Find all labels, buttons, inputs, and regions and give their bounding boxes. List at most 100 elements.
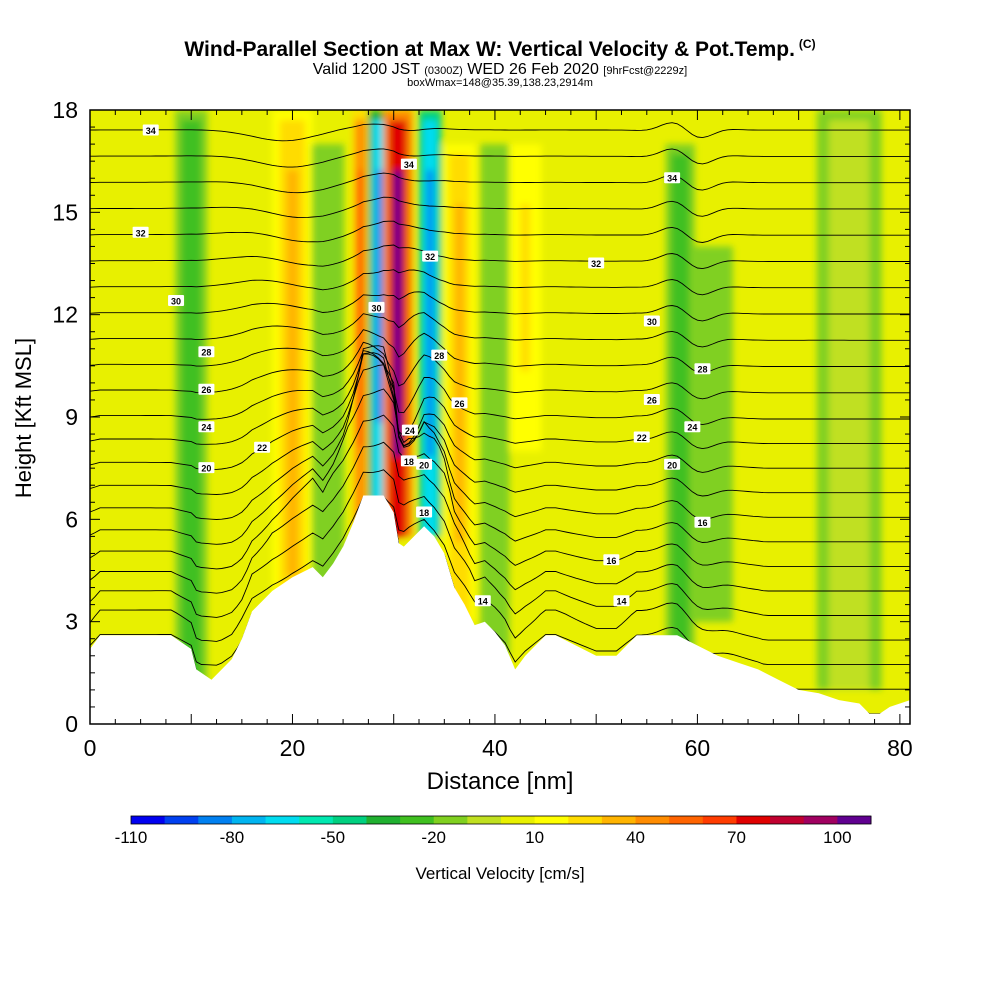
valid-utc: (0300Z) xyxy=(424,65,463,77)
contour-label: 22 xyxy=(254,441,271,453)
colorbar-swatch xyxy=(131,816,166,824)
y-tick-label: 0 xyxy=(65,711,78,737)
contour-label: 26 xyxy=(451,397,468,409)
contour-label: 20 xyxy=(416,458,433,470)
y-tick-label: 18 xyxy=(52,97,78,123)
theta-contour xyxy=(90,414,910,570)
contour-label: 14 xyxy=(613,595,630,607)
svg-text:16: 16 xyxy=(606,556,616,566)
contour-label: 26 xyxy=(198,383,215,395)
y-axis: 0 3 6 9 12 15 18 xyxy=(52,97,910,737)
theta-contour xyxy=(90,496,910,666)
colorbar-swatch xyxy=(702,816,737,824)
svg-text:30: 30 xyxy=(371,303,381,313)
y-tick-label: 12 xyxy=(52,302,78,328)
w-feature-core xyxy=(426,170,434,457)
vertical-velocity-field xyxy=(90,110,910,724)
contour-label: 28 xyxy=(198,346,215,358)
x-tick-label: 80 xyxy=(887,735,913,761)
svg-text:18: 18 xyxy=(404,457,414,467)
colorbar-swatch xyxy=(332,816,367,824)
colorbar-tick-label: 10 xyxy=(525,828,545,847)
svg-text:30: 30 xyxy=(647,317,657,327)
contour-label: 24 xyxy=(684,421,701,433)
svg-text:26: 26 xyxy=(454,399,464,409)
y-tick-label: 6 xyxy=(65,506,78,532)
colorbar-swatch xyxy=(366,816,401,824)
svg-text:20: 20 xyxy=(667,460,677,470)
theta-contour xyxy=(90,353,910,450)
svg-text:34: 34 xyxy=(404,160,414,170)
contour-label: 20 xyxy=(664,458,681,470)
contour-label: 32 xyxy=(132,226,149,238)
colorbar-swatch xyxy=(736,816,771,824)
x-axis: 0 20 40 60 80 xyxy=(84,110,913,761)
contour-label: 18 xyxy=(416,506,433,518)
svg-text:32: 32 xyxy=(591,259,601,269)
x-tick-label: 20 xyxy=(280,735,306,761)
colorbar-label: Vertical Velocity [cm/s] xyxy=(415,864,585,883)
svg-text:24: 24 xyxy=(405,426,415,436)
valid-date: WED 26 Feb 2020 xyxy=(467,61,599,78)
colorbar-swatch xyxy=(198,816,233,824)
svg-text:22: 22 xyxy=(637,433,647,443)
theta-contour xyxy=(90,291,910,322)
colorbar-swatch xyxy=(467,816,502,824)
contour-label: 24 xyxy=(198,421,215,433)
contour-label: 30 xyxy=(643,315,660,327)
contour-label: 30 xyxy=(168,295,185,307)
contour-label: 28 xyxy=(431,349,448,361)
contour-label: 32 xyxy=(422,250,439,262)
contour-label: 26 xyxy=(643,393,660,405)
theta-contour xyxy=(90,148,910,168)
theta-contour xyxy=(90,220,910,243)
svg-text:24: 24 xyxy=(201,423,211,433)
w-feature-core xyxy=(676,204,685,576)
colorbar-tick-label: -50 xyxy=(320,828,346,847)
contour-label: 34 xyxy=(400,158,417,170)
colorbar-tick-label: 100 xyxy=(823,828,852,847)
svg-text:26: 26 xyxy=(201,385,211,395)
svg-text:32: 32 xyxy=(425,252,435,262)
contour-labels: 34 34 34 32 32 32 30 30 30 28 28 28 26 26 26 24 24 24 22 22… xyxy=(132,124,711,607)
contour-label: 16 xyxy=(694,516,711,528)
w-feature-core xyxy=(186,170,196,610)
y-axis-label: Height [Kft MSL] xyxy=(11,337,36,499)
svg-text:20: 20 xyxy=(419,460,429,470)
svg-text:28: 28 xyxy=(697,365,707,375)
theta-contour xyxy=(90,364,910,520)
svg-text:16: 16 xyxy=(697,518,707,528)
valid-prefix: Valid 1200 JST xyxy=(312,61,420,78)
theta-contour xyxy=(90,350,910,426)
colorbar-swatch xyxy=(837,816,872,824)
w-feature-core xyxy=(393,170,402,457)
theta-contour xyxy=(90,345,910,497)
theta-contour xyxy=(90,196,910,219)
contour-label: 14 xyxy=(474,595,491,607)
w-feature-core xyxy=(706,306,719,542)
theta-contour xyxy=(90,269,910,296)
svg-text:14: 14 xyxy=(616,597,626,607)
x-tick-label: 40 xyxy=(482,735,508,761)
contour-label: 20 xyxy=(198,462,215,474)
w-feature-core xyxy=(286,170,299,576)
forecast-info: [9hrFcst@2229z] xyxy=(603,65,688,77)
svg-text:34: 34 xyxy=(146,126,156,136)
colorbar-tick-label: -20 xyxy=(421,828,447,847)
x-tick-label: 0 xyxy=(84,735,97,761)
colorbar-swatch xyxy=(601,816,637,824)
contour-label: 30 xyxy=(368,301,385,313)
contour-label: 32 xyxy=(588,257,605,269)
svg-text:26: 26 xyxy=(647,395,657,405)
colorbar xyxy=(130,815,872,825)
theta-contour xyxy=(90,469,910,618)
colorbar-tick-label: -80 xyxy=(219,828,245,847)
potential-temperature-contours xyxy=(90,122,910,715)
terrain-mask xyxy=(90,495,910,724)
colorbar-tick-label: -110 xyxy=(114,828,148,847)
colorbar-swatch xyxy=(231,816,267,824)
contour-label: 18 xyxy=(400,455,417,467)
colorbar-swatch xyxy=(534,816,569,824)
colorbar-tick-label: 70 xyxy=(726,828,746,847)
